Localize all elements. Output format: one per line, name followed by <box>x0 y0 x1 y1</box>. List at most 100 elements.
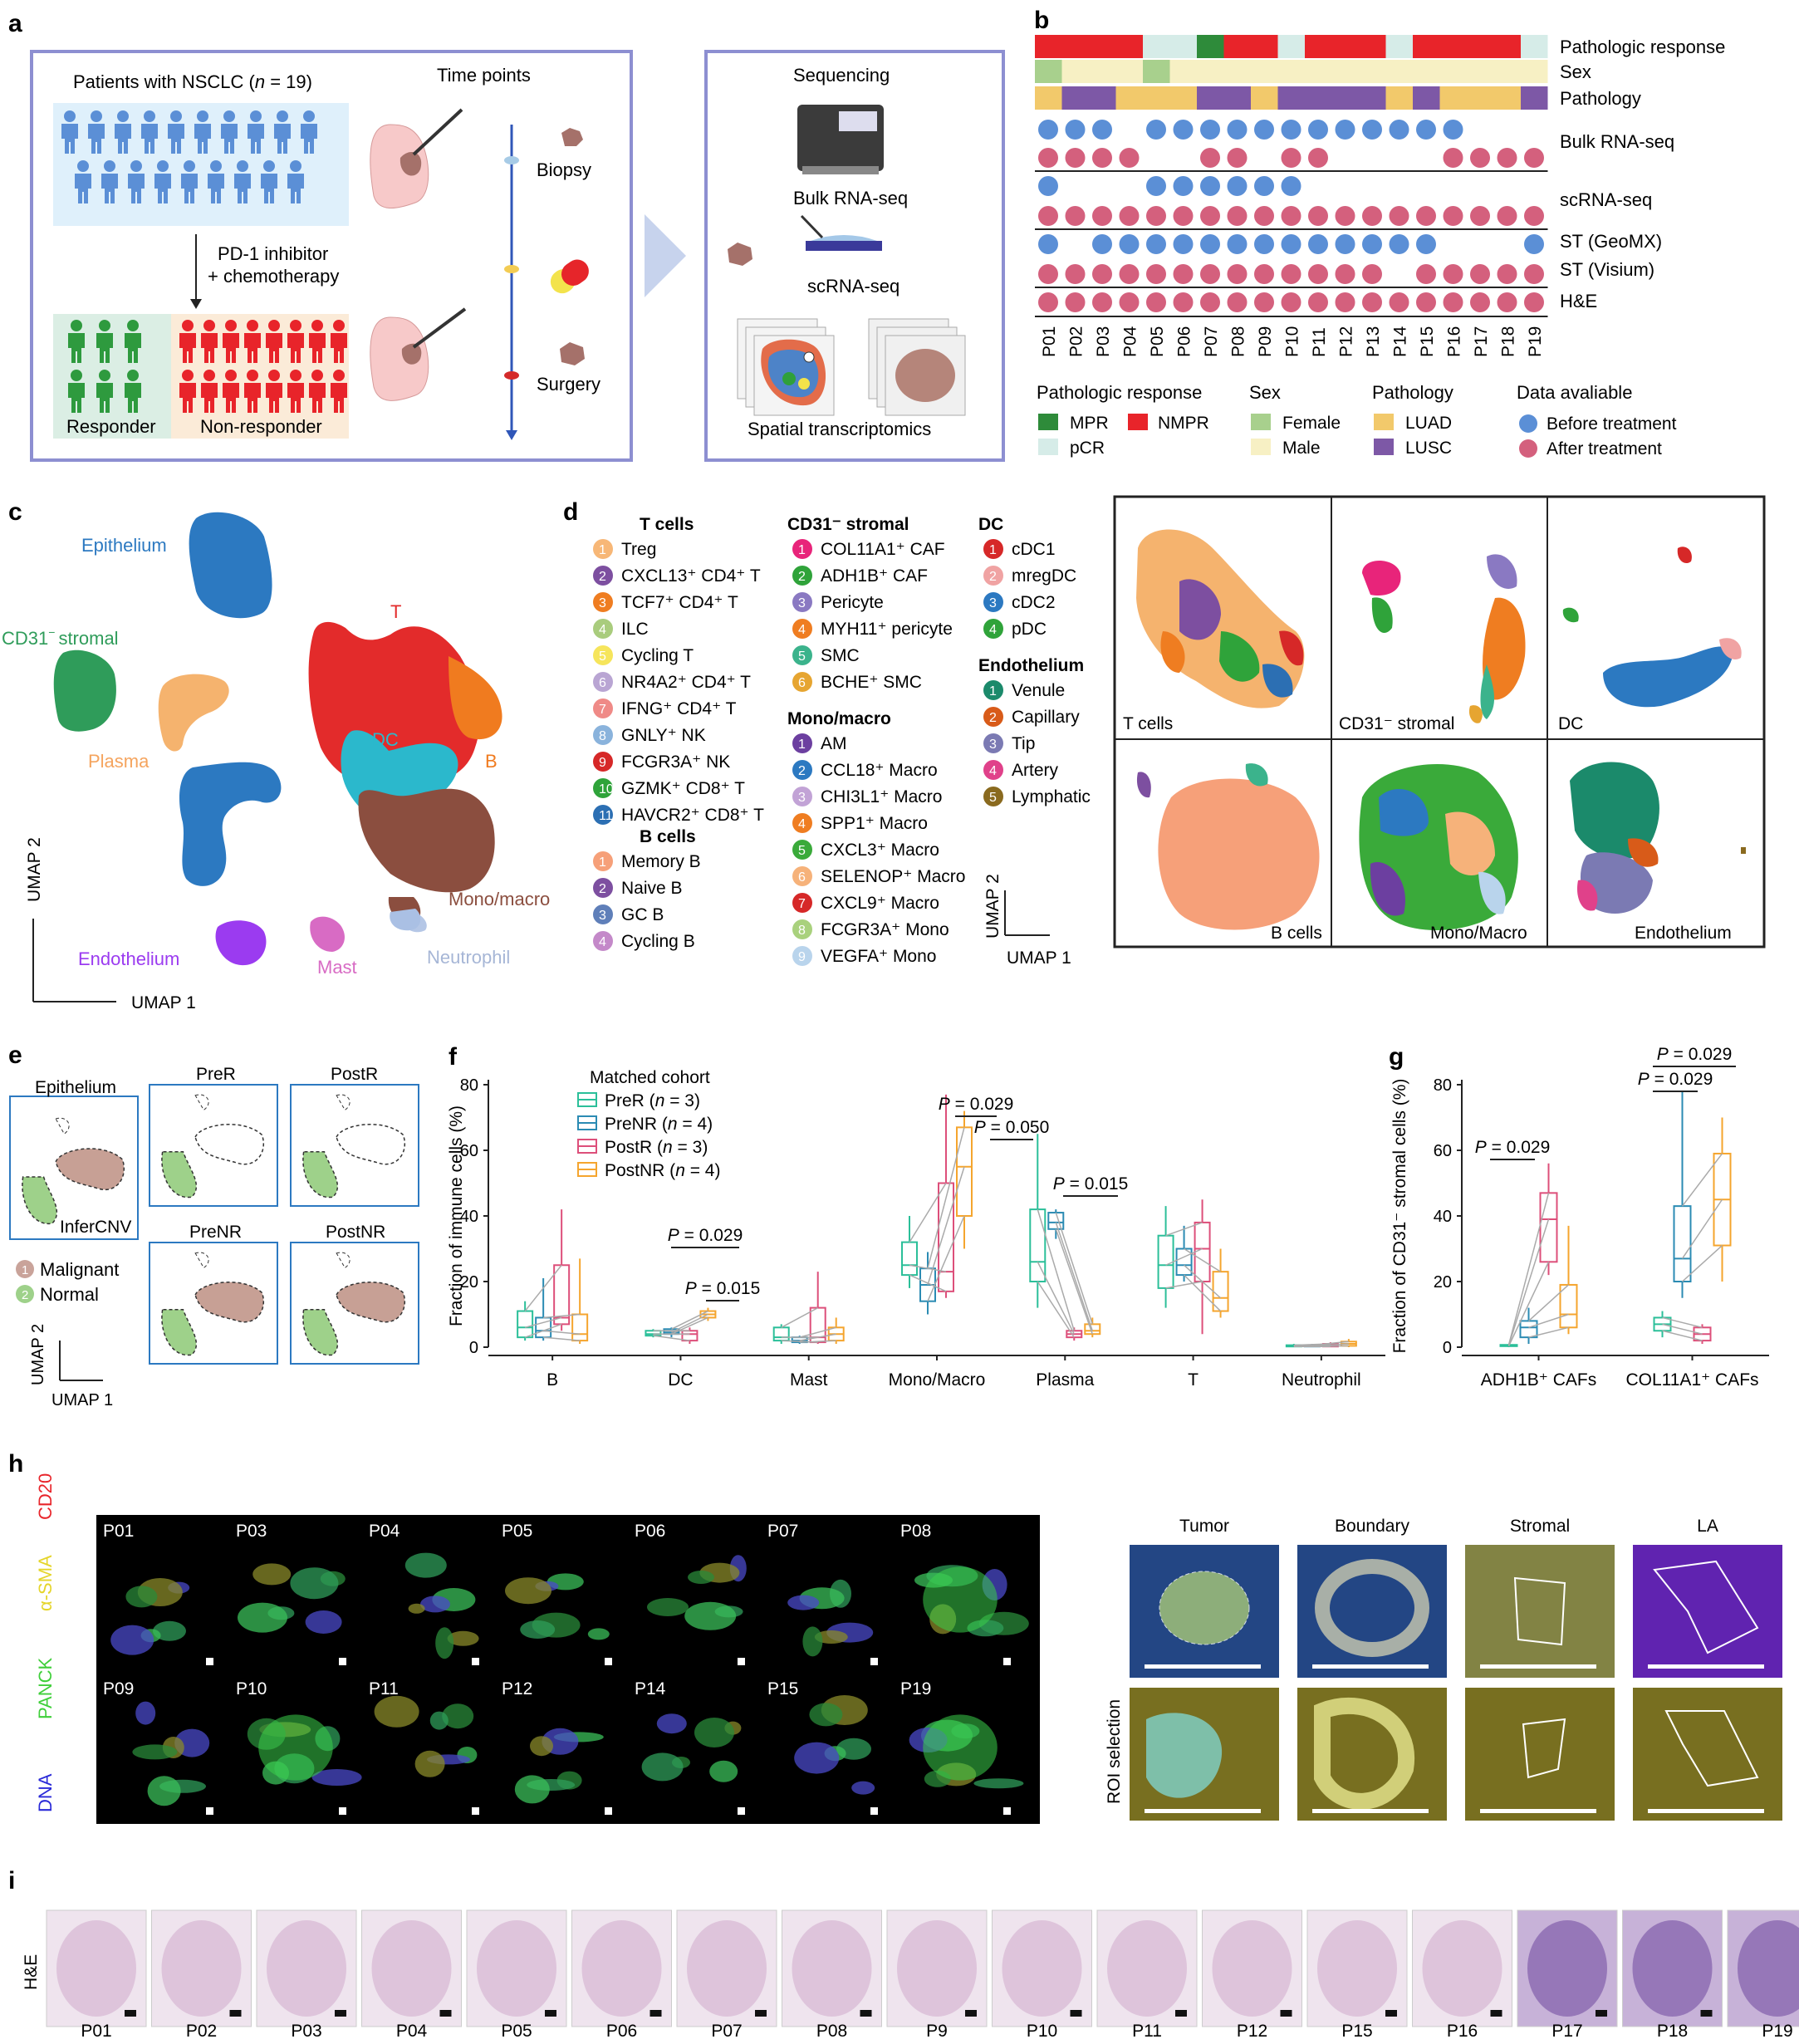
legend-item: AM <box>821 734 847 753</box>
person-icon <box>277 110 288 122</box>
data-dot <box>1497 264 1517 284</box>
data-dot <box>1362 206 1382 226</box>
y-tick-label: 0 <box>1443 1339 1452 1357</box>
legend-swatch <box>983 733 1003 753</box>
sex-cell <box>1061 60 1089 83</box>
sex-cell <box>1251 60 1278 83</box>
data-dot <box>1119 206 1140 226</box>
chip-icon <box>806 241 882 251</box>
panel-letter-i: i <box>8 1867 15 1894</box>
data-dot <box>1416 206 1436 226</box>
data-dot <box>1470 206 1490 226</box>
response-cell <box>1493 35 1521 58</box>
patient-id: P17 <box>1472 326 1491 357</box>
cluster-label-epithelium: Epithelium <box>81 535 167 556</box>
pathology-cell <box>1439 86 1467 110</box>
tissue-blob <box>305 1610 342 1634</box>
epithelium-umaps <box>22 1094 405 1356</box>
data-dot <box>1416 264 1436 284</box>
pair-line <box>1184 1264 1222 1299</box>
tissue-blob <box>973 1778 1024 1789</box>
pathology-cell <box>1467 86 1494 110</box>
umap-panel-title: Endothelium <box>1635 924 1732 943</box>
he-patient-label: P02 <box>186 2022 217 2041</box>
pair-line <box>1662 1316 1703 1329</box>
small-region <box>55 1117 70 1135</box>
cluster-label-endothelium: Endothelium <box>78 948 179 969</box>
panel-letter-f: f <box>449 1043 458 1071</box>
y-axis-label: Fraction of immune cells (%) <box>447 1105 466 1326</box>
data-dot <box>1497 292 1517 312</box>
pathology-cell <box>1089 86 1116 110</box>
y-axis-label: Fraction of CD31⁻ stromal cells (%) <box>1390 1079 1409 1354</box>
legend-item: CCL18⁺ Macro <box>821 761 938 780</box>
roi-selection: Tumor Boundary Stromal LA <box>1130 1517 1782 1821</box>
roi-stromal <box>1513 1576 1566 1646</box>
legend-swatch <box>593 878 613 898</box>
patient-id: P06 <box>1175 326 1194 357</box>
legend-swatch <box>593 752 613 772</box>
drug-capsule-icon <box>550 259 589 294</box>
data-dot <box>1281 264 1301 284</box>
box <box>1539 1192 1558 1263</box>
sequencing-label: Sequencing <box>793 65 890 86</box>
legend-swatch <box>792 919 812 939</box>
patient-id: P12 <box>1337 326 1356 357</box>
person-icon <box>311 320 323 331</box>
data-dot <box>1362 264 1382 284</box>
tissue-blob <box>587 1628 610 1640</box>
panel-a: a Patients with NSCLC (n = 19) PD-1 inhi… <box>8 10 1005 462</box>
box <box>901 1241 918 1277</box>
umap-dc <box>1562 547 1742 708</box>
pair-line <box>1507 1218 1550 1346</box>
tissue-blob <box>688 1571 714 1584</box>
umap-panel-title: CD31⁻ stromal <box>1339 714 1454 733</box>
panel-letter-h: h <box>8 1450 23 1478</box>
sex-cell <box>1277 60 1305 83</box>
row-label: H&E <box>1560 291 1597 311</box>
y-tick-label: 80 <box>460 1076 478 1095</box>
legend-item: Pericyte <box>821 593 884 612</box>
pair-line <box>1055 1212 1093 1325</box>
umap-t-cells <box>1136 529 1305 708</box>
pair-line <box>1311 1343 1349 1347</box>
legend-item: CXCL9⁺ Macro <box>821 894 939 913</box>
scale-bar <box>1280 2010 1292 2017</box>
legend-item: Cycling T <box>621 646 694 665</box>
tissue-icon <box>561 128 583 146</box>
treatment-line1: PD-1 inhibitor <box>218 243 328 264</box>
scale-bar <box>755 2010 767 2017</box>
legend-index: 5 <box>798 844 806 858</box>
response-cell <box>1277 35 1305 58</box>
svg-text:NMPR: NMPR <box>1158 414 1209 433</box>
patient-data-grid <box>1035 35 1548 317</box>
legend-swatch <box>792 539 812 559</box>
tissue-blob <box>135 1701 156 1725</box>
panel-letter-a: a <box>8 10 22 37</box>
legend-index: 4 <box>798 623 806 637</box>
scale-bar <box>229 2010 242 2017</box>
legend-swatch <box>593 645 613 665</box>
tissue-blob <box>408 1603 425 1614</box>
data-dot <box>1038 148 1058 168</box>
legend-index: 3 <box>989 738 997 752</box>
svg-text:1: 1 <box>22 1263 28 1277</box>
x-tick-label: Mast <box>790 1370 828 1390</box>
data-dot <box>1308 206 1328 226</box>
pair-line <box>1037 1261 1075 1335</box>
legend-item: Memory B <box>621 852 701 871</box>
legend-item: ADH1B⁺ CAF <box>821 566 928 586</box>
svg-text:After treatment: After treatment <box>1547 439 1662 458</box>
data-dot <box>1065 292 1086 312</box>
pair-line <box>1184 1274 1222 1312</box>
response-cell <box>1143 35 1170 58</box>
tissue-blob <box>125 1586 158 1608</box>
data-dot <box>1254 120 1274 140</box>
person-icon <box>104 160 115 172</box>
legend-swatch <box>593 725 613 745</box>
pathology-cell <box>1359 86 1386 110</box>
pair-line <box>1037 1208 1076 1331</box>
legend-index: 2 <box>599 570 606 584</box>
person-icon <box>71 320 82 331</box>
tissue-blob <box>814 1630 848 1644</box>
